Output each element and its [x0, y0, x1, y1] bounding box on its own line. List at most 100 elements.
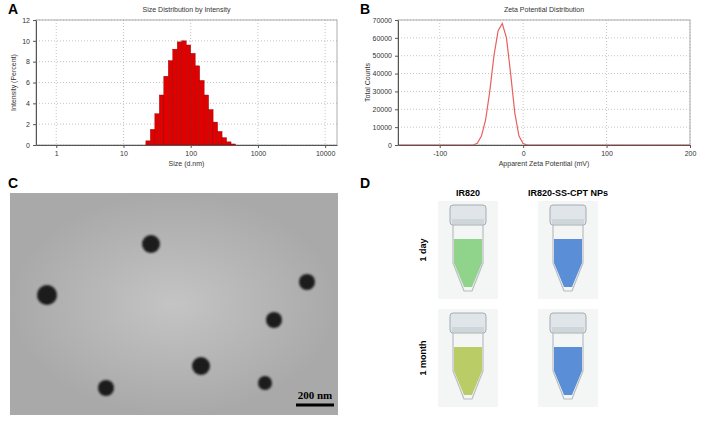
- tick: 100: [601, 145, 613, 157]
- tick-label: 60000: [373, 35, 393, 42]
- bar: [186, 45, 190, 145]
- nanoparticle: [266, 312, 282, 328]
- vial-body: [553, 333, 583, 399]
- tick-mark: [395, 38, 398, 39]
- grid-line: [56, 20, 57, 145]
- panel-label: B: [360, 1, 370, 17]
- nanoparticle: [299, 274, 315, 290]
- chart-panel: 110100100010000024681012Size Distributio…: [10, 6, 338, 168]
- grid-line: [690, 20, 691, 145]
- tick-label: 12: [22, 17, 30, 24]
- plot-frame: [398, 20, 690, 145]
- tick: 1: [55, 145, 59, 157]
- axis-line: [398, 21, 399, 146]
- tick: -100: [433, 145, 447, 157]
- vial-cap: [550, 313, 586, 333]
- vial-cap: [450, 205, 486, 225]
- row-label: 1 month: [418, 341, 428, 376]
- marks: [146, 41, 236, 145]
- grid-line: [398, 20, 690, 21]
- bar: [146, 141, 150, 145]
- tick-label: 100: [601, 150, 613, 157]
- tick: 10000: [373, 124, 398, 131]
- tick: 0: [388, 142, 398, 149]
- tick: 1000: [251, 145, 267, 157]
- grid-line: [439, 20, 440, 145]
- grid: [398, 20, 690, 145]
- tick-mark: [395, 20, 398, 21]
- tick-label: 0: [26, 142, 30, 149]
- bar: [209, 110, 213, 145]
- tick: 10000: [316, 145, 336, 157]
- x-axis: -100 0 100 200: [399, 145, 697, 157]
- liquid: [454, 347, 482, 395]
- tick-mark: [395, 56, 398, 57]
- tick: 2: [26, 121, 36, 128]
- tick-label: 0: [388, 142, 392, 149]
- nanoparticle: [142, 235, 160, 253]
- vial-cap: [450, 313, 486, 333]
- tem-image: 200 nm: [10, 193, 338, 415]
- bar: [227, 142, 231, 145]
- bar: [159, 95, 163, 145]
- bar: [182, 41, 186, 145]
- tick: 6: [26, 79, 36, 86]
- tick: 50000: [373, 52, 398, 59]
- tick-label: 4: [26, 100, 30, 107]
- tick-mark: [690, 145, 691, 148]
- grid-line: [606, 20, 607, 145]
- tick-mark: [33, 41, 36, 42]
- photo-background: [538, 201, 598, 299]
- tick-label: 2: [26, 121, 30, 128]
- plot-frame: [36, 20, 337, 145]
- tick-label: -100: [433, 150, 447, 157]
- tick-label: 1000: [251, 150, 267, 157]
- tick-mark: [33, 103, 36, 104]
- axis-line: [37, 145, 338, 146]
- tick-label: 100: [185, 150, 197, 157]
- bar: [164, 76, 168, 145]
- y-axis-title: Intensity (Percent): [10, 54, 18, 111]
- y-axis: 010000200003000040000500006000070000: [373, 17, 399, 149]
- chart-title: Zeta Potential Distribution: [504, 6, 584, 13]
- column-label: IR820: [456, 188, 480, 198]
- tick: 8: [26, 58, 36, 65]
- grid-line: [36, 20, 337, 21]
- x-axis: 110100100010000: [37, 145, 338, 157]
- scale-bar-label: 200 nm: [298, 389, 333, 401]
- vial-body: [553, 225, 583, 291]
- tick-label: 50000: [373, 52, 393, 59]
- tick-mark: [395, 127, 398, 128]
- bar: [213, 122, 217, 145]
- panel-label: C: [8, 175, 18, 191]
- tick-label: 6: [26, 79, 30, 86]
- vial-cap-ring: [552, 327, 584, 332]
- vial-photos: IR820IR820-SS-CPT NPs1 day1 month: [418, 188, 608, 407]
- tick-mark: [395, 91, 398, 92]
- tick: 100: [185, 145, 197, 157]
- panel-label: D: [360, 175, 370, 191]
- tick-label: 30000: [373, 88, 393, 95]
- tick: 200: [685, 145, 697, 157]
- axis-line: [399, 145, 691, 146]
- tick-label: 40000: [373, 70, 393, 77]
- grid-line: [398, 55, 690, 56]
- tick: 40000: [373, 70, 398, 77]
- tick: 12: [22, 17, 36, 24]
- tick: 0: [522, 145, 526, 157]
- grid-line: [523, 20, 524, 145]
- grid: [36, 20, 337, 145]
- tick-mark: [33, 83, 36, 84]
- grid-line: [398, 73, 690, 74]
- tick-mark: [33, 145, 36, 146]
- bar: [177, 42, 181, 145]
- tick-label: 1: [55, 150, 59, 157]
- photo-background: [438, 309, 498, 407]
- bar: [218, 131, 222, 145]
- x-axis-title: Apparent Zeta Potential (mV): [499, 160, 590, 168]
- liquid: [554, 347, 582, 395]
- photo-background: [438, 201, 498, 299]
- liquid: [554, 239, 582, 287]
- bar: [150, 129, 154, 145]
- liquid: [454, 239, 482, 287]
